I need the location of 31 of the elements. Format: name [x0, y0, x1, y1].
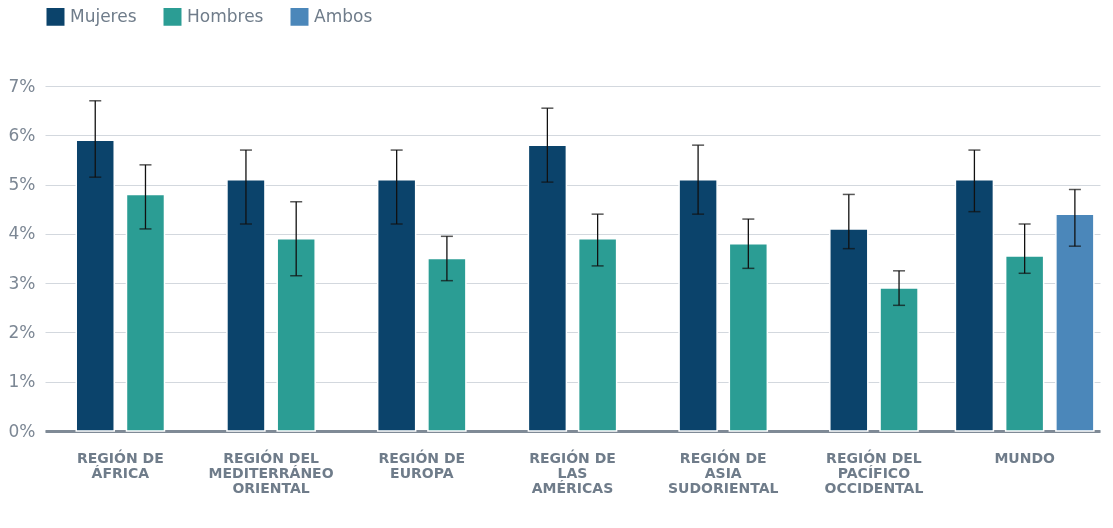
y-tick-label: 4%: [8, 223, 36, 244]
bar: [427, 257, 467, 432]
x-tick-label: REGIÓN DE ÁFRICA: [76, 448, 164, 481]
y-tick-label: 0%: [8, 420, 36, 441]
bar: [577, 238, 618, 432]
legend-label: Mujeres: [70, 5, 137, 26]
x-tick-label: REGIÓN DEL MEDITERRÁNEO ORIENTAL: [208, 448, 334, 496]
bar: [226, 178, 266, 432]
bar: [75, 139, 115, 432]
y-tick-label: 7%: [8, 75, 36, 96]
bar: [728, 242, 769, 432]
bar: [879, 287, 919, 432]
y-tick-label: 5%: [8, 174, 36, 195]
y-tick-label: 1%: [8, 371, 36, 392]
legend-label: Hombres: [187, 5, 264, 26]
bar: [376, 178, 417, 432]
x-tick-label: MUNDO: [994, 449, 1056, 466]
bar: [829, 228, 869, 432]
bar: [527, 144, 568, 432]
y-tick-label: 3%: [8, 272, 36, 293]
y-tick-label: 2%: [8, 321, 36, 342]
x-tick-label: REGIÓN DEL PACÍFICO OCCIDENTAL: [824, 448, 924, 496]
bar: [1055, 213, 1095, 432]
y-tick-label: 6%: [8, 124, 36, 145]
bar: [678, 178, 718, 432]
bar: [125, 193, 166, 432]
x-tick-label: REGIÓN DE LAS AMÉRICAS: [529, 448, 616, 496]
x-tick-label: REGIÓN DE ASIA SUDORIENTAL: [667, 448, 779, 496]
legend-label: Ambos: [314, 5, 373, 26]
bar: [276, 238, 316, 432]
x-tick-label: REGIÓN DE EUROPA: [378, 448, 466, 481]
